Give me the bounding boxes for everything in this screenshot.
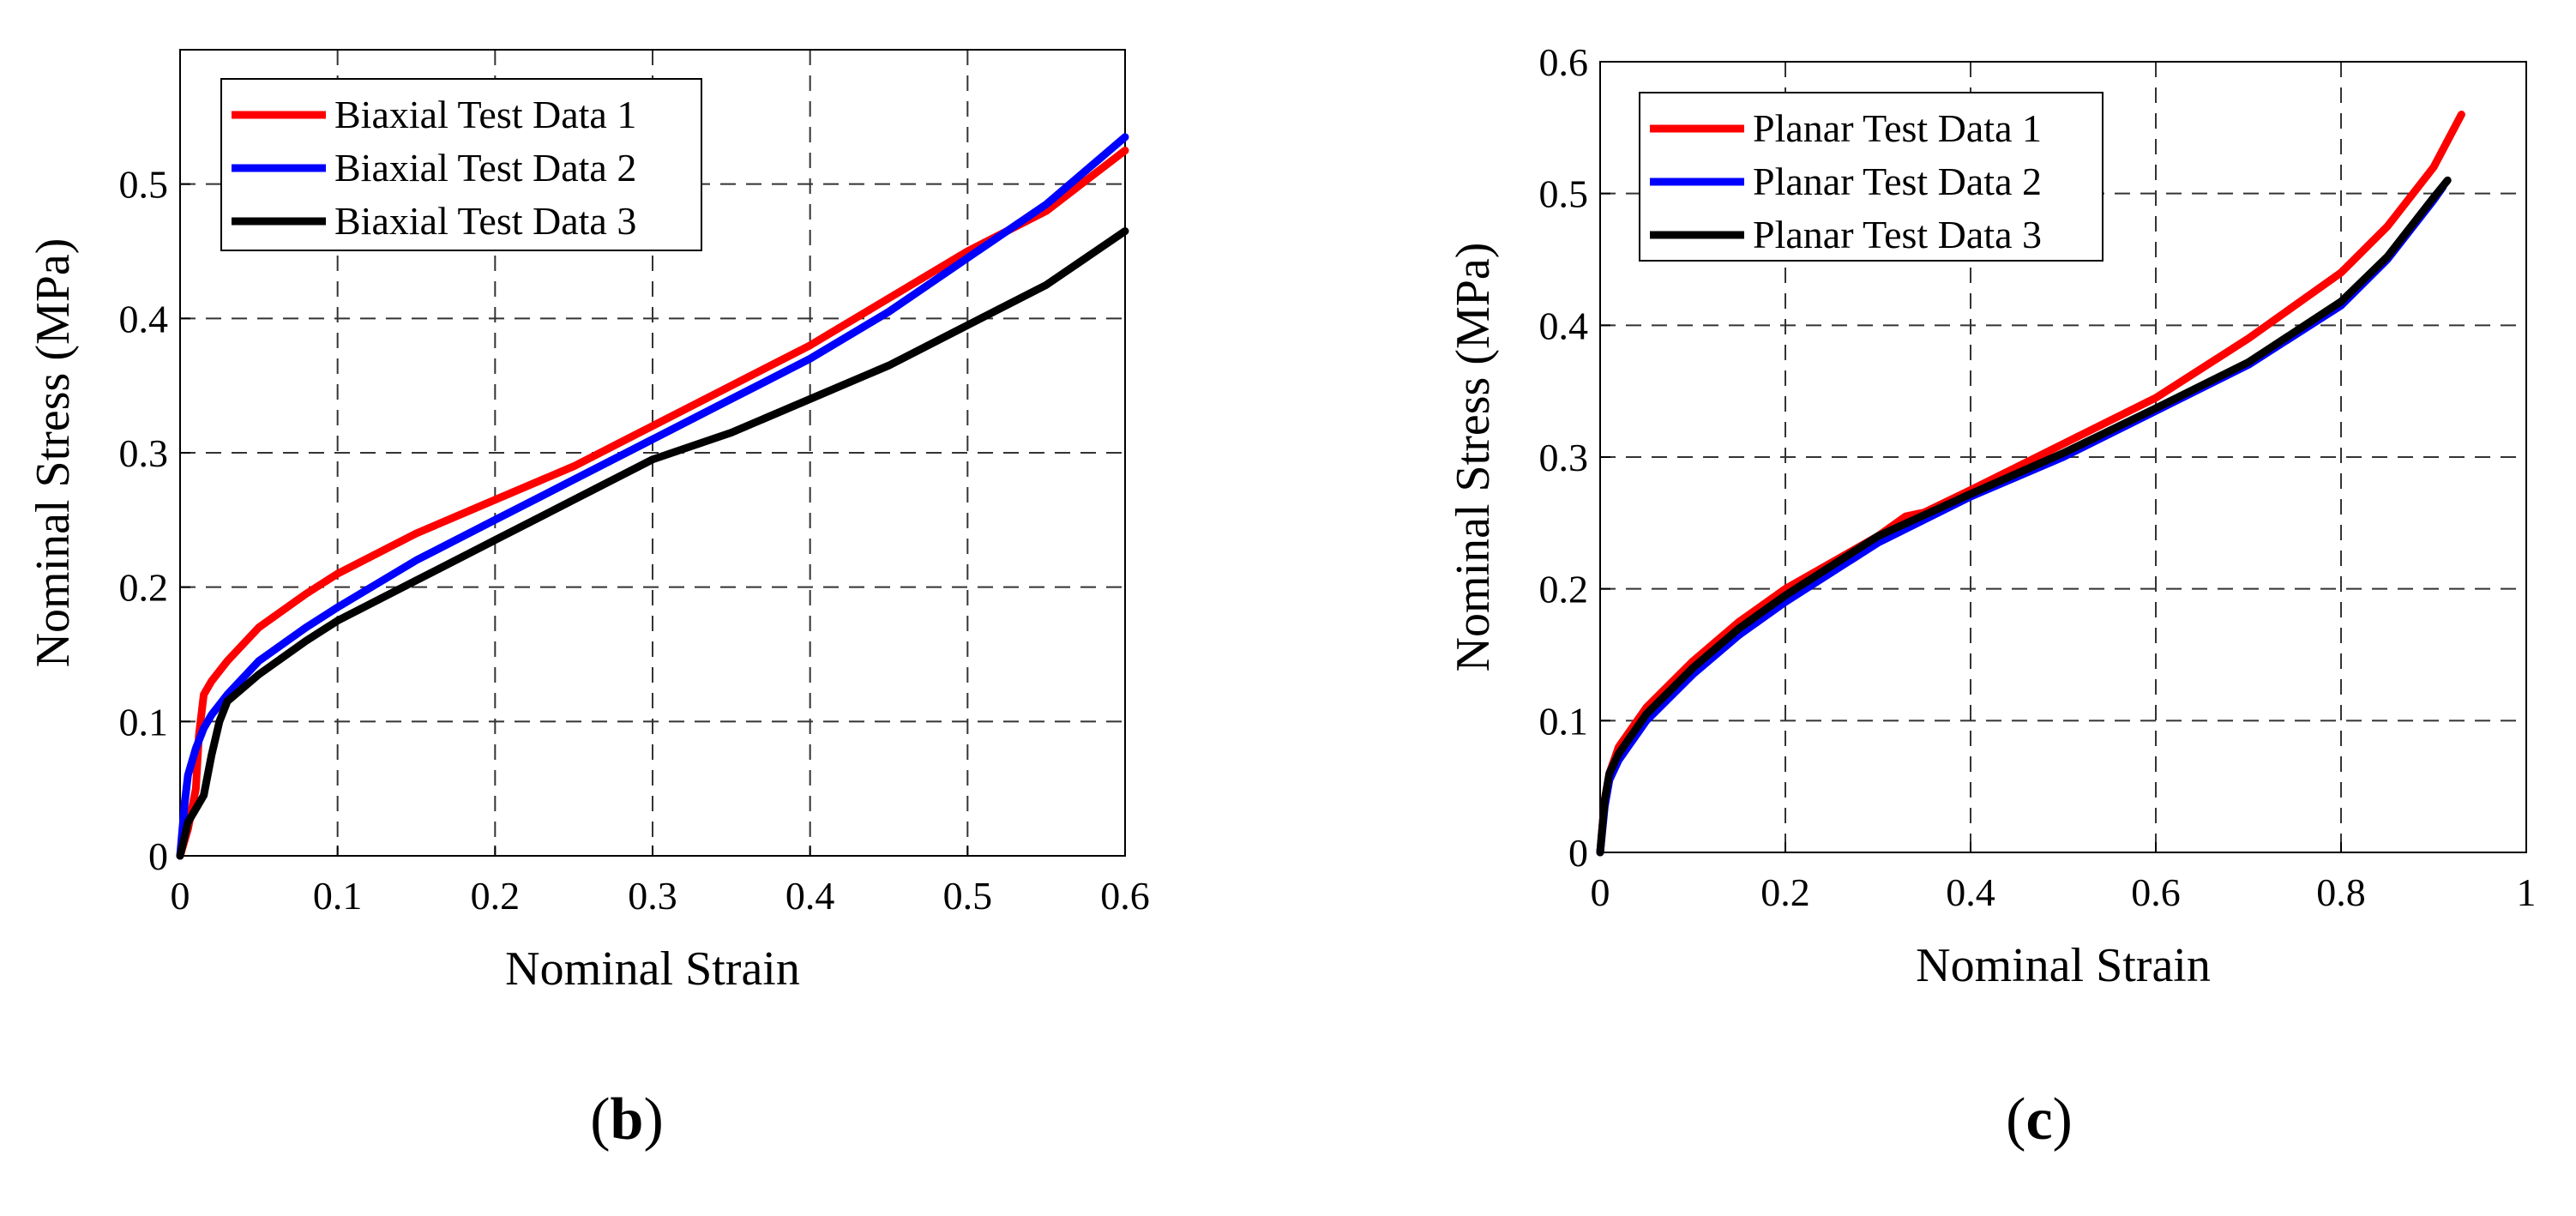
x-tick-label: 0.4 (1946, 870, 1995, 914)
series-group (176, 133, 1129, 860)
x-tick-label: 0.2 (471, 874, 521, 918)
y-tick-label: 0.5 (1539, 172, 1589, 216)
y-axis-label: Nominal Stress (MPa) (27, 238, 80, 668)
y-tick-label: 0.6 (1539, 40, 1589, 84)
x-tick-label: 0.4 (785, 874, 835, 918)
legend-entry-2: Planar Test Data 2 (1753, 160, 2042, 203)
x-tick-label: 1 (2517, 870, 2537, 914)
x-axis-label: Nominal Strain (505, 942, 800, 996)
chart-panel-c: 0 0.2 0.4 0.6 0.8 1 0 0.1 0.2 0.3 0.4 0.5 0.6 Nomina… (1447, 40, 2537, 1153)
x-tick-label: 0.8 (2316, 870, 2366, 914)
legend-entry-2: Biaxial Test Data 2 (334, 146, 636, 190)
x-tick-label: 0.2 (1760, 870, 1810, 914)
panel-label-c: (c) (2006, 1087, 2073, 1153)
y-tick-label: 0.4 (1539, 304, 1589, 347)
series-line-3 (1596, 176, 2452, 857)
legend-entry-3: Planar Test Data 3 (1753, 213, 2042, 256)
x-tick-label: 0.5 (943, 874, 993, 918)
chart-panel-b: 0 0.1 0.2 0.3 0.4 0.5 0.6 0 0.1 0.2 0.3 0.4 0.5 Nomi… (27, 49, 1150, 1153)
y-tick-label: 0.3 (119, 431, 169, 475)
y-tick-label: 0.1 (1539, 699, 1589, 743)
y-tick-label: 0 (148, 834, 168, 878)
x-tick-label: 0 (1591, 870, 1610, 914)
y-tick-label: 0.4 (119, 297, 169, 340)
y-tick-label: 0.5 (119, 163, 169, 207)
x-tick-label: 0.1 (313, 874, 363, 918)
x-axis-label: Nominal Strain (1916, 939, 2211, 992)
legend-entry-3: Biaxial Test Data 3 (334, 199, 636, 243)
legend-entry-1: Planar Test Data 1 (1753, 106, 2042, 150)
x-tick-label: 0 (171, 874, 190, 918)
legend-entry-1: Biaxial Test Data 1 (334, 93, 636, 136)
y-axis-label: Nominal Stress (MPa) (1447, 243, 1500, 672)
series-group (1596, 111, 2465, 857)
x-tick-label: 0.6 (1100, 874, 1150, 918)
legend: Planar Test Data 1 Planar Test Data 2 Pl… (1639, 92, 2104, 262)
x-tick-label: 0.6 (2131, 870, 2181, 914)
y-tick-label: 0.3 (1539, 436, 1589, 479)
panel-label-b: (b) (590, 1087, 664, 1153)
series-line-2 (176, 133, 1129, 860)
series-line-3 (176, 227, 1129, 860)
y-tick-label: 0.2 (119, 566, 169, 610)
axis-ticks: 0 0.1 0.2 0.3 0.4 0.5 0.6 0 0.1 0.2 0.3 0.4 0.5 (119, 163, 1150, 918)
axis-ticks: 0 0.2 0.4 0.6 0.8 1 0 0.1 0.2 0.3 0.4 0.5 0.6 (1539, 40, 2537, 914)
y-tick-label: 0.2 (1539, 568, 1589, 611)
y-tick-label: 0 (1568, 831, 1588, 875)
legend: Biaxial Test Data 1 Biaxial Test Data 2 … (220, 78, 702, 251)
y-tick-label: 0.1 (119, 700, 169, 743)
x-tick-label: 0.3 (628, 874, 677, 918)
